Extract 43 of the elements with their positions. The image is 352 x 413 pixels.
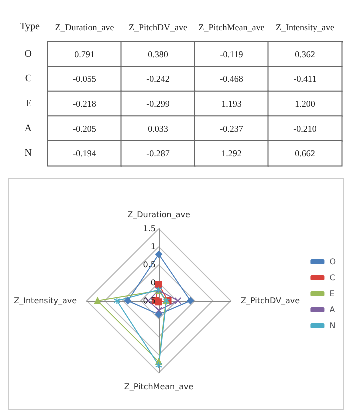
legend-label: A [330, 306, 336, 314]
data-label: 0.662 [295, 148, 316, 159]
x-tick-label: Z_PitchDV_ave [129, 22, 188, 32]
y-tick-label: C [25, 74, 32, 85]
y-tick-label: N [24, 148, 32, 160]
y-tick-label: 1.5 [143, 224, 156, 234]
data-label: 1.193 [222, 99, 242, 109]
spoke-label: Z_Duration_ave [128, 210, 190, 220]
y-tick-label: O [24, 48, 32, 60]
y-tick-label: A [24, 123, 33, 134]
y-tick-label: -0.5 [140, 296, 156, 306]
data-label: -0.210 [294, 124, 318, 134]
y-axis-title: Type [20, 22, 40, 32]
y-tick-label: 0 [150, 278, 156, 288]
x-tick-label: Z_Duration_ave [55, 22, 114, 32]
legend-label: O [330, 258, 336, 266]
legend-label: E [330, 290, 335, 298]
y-tick-label: 1 [150, 242, 156, 252]
data-label: -0.468 [220, 74, 244, 84]
data-label: 0.791 [74, 49, 95, 60]
data-label: -0.237 [220, 124, 244, 134]
data-label: -0.242 [146, 74, 170, 84]
y-tick-label: E [26, 98, 32, 110]
legend-label: N [330, 322, 336, 330]
data-label: 0.362 [295, 49, 316, 60]
data-label: -0.287 [146, 148, 170, 159]
spoke-label: Z_PitchDV_ave [241, 296, 300, 306]
data-label: -0.218 [73, 99, 97, 109]
data-label: 0.380 [148, 49, 169, 60]
spoke-label: Z_Intensity_ave [14, 296, 78, 306]
x-tick-label: Z_PitchMean_ave [198, 22, 265, 32]
data-label: 1.200 [295, 99, 316, 109]
spoke-label: Z_PitchMean_ave [124, 382, 194, 392]
data-label: -0.119 [220, 49, 244, 60]
data-label: -0.299 [146, 99, 170, 109]
legend-label: C [330, 274, 336, 282]
data-label: 0.033 [148, 124, 169, 134]
data-label: -0.205 [73, 124, 97, 134]
x-tick-label: Z_Intensity_ave [276, 22, 334, 32]
data-label: -0.411 [294, 74, 317, 84]
data-label: -0.055 [73, 74, 97, 84]
data-label: 1.292 [222, 148, 242, 159]
data-label: -0.194 [73, 148, 97, 159]
